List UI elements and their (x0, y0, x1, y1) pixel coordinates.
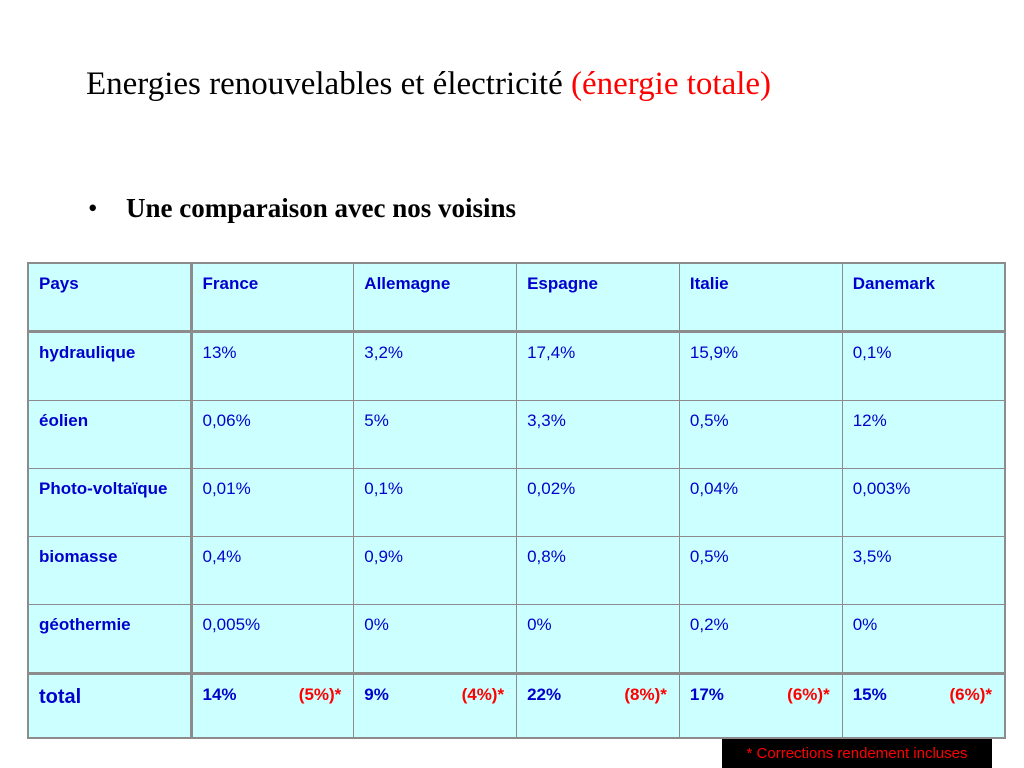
table-cell: 0,003% (841, 468, 1006, 537)
row-label: géothermie (27, 604, 193, 674)
table-cell: 0,2% (678, 604, 843, 674)
table-row: géothermie 0,005% 0% 0% 0,2% 0% (27, 604, 1006, 674)
table-cell: 0% (516, 604, 680, 674)
total-cell: 17% (6%)* (678, 672, 843, 739)
table-cell: 0,04% (678, 468, 843, 537)
row-label: biomasse (27, 536, 193, 605)
table-header-row: Pays France Allemagne Espagne Italie Dan… (27, 262, 1006, 333)
table-cell: 0,4% (190, 536, 355, 605)
table-row: hydraulique 13% 3,2% 17,4% 15,9% 0,1% (27, 331, 1006, 401)
total-value: 17% (689, 685, 724, 704)
table-cell: 15,9% (678, 331, 843, 401)
slide-title-accent: (énergie totale) (571, 66, 772, 102)
row-label: éolien (27, 400, 193, 469)
table-cell: 0,005% (190, 604, 355, 674)
total-cell: 15% (6%)* (841, 672, 1006, 739)
total-row: total 14% (5%)* 9% (4%)* 22% (8%)* 17% (6%)*… (27, 672, 1006, 739)
table-cell: 13% (190, 331, 355, 401)
table-cell: 0,8% (516, 536, 680, 605)
row-label: hydraulique (27, 331, 193, 401)
table-cell: 0,5% (678, 536, 843, 605)
bullet-icon: • (88, 193, 98, 223)
table-cell: 0,06% (190, 400, 355, 469)
header-cell-allemagne: Allemagne (353, 262, 518, 333)
table-cell: 17,4% (516, 331, 680, 401)
header-cell-pays: Pays (27, 262, 193, 333)
total-corrected-value: (4%)* (461, 685, 505, 704)
table-cell: 3,3% (516, 400, 680, 469)
total-corrected-value: (5%)* (298, 685, 342, 704)
header-cell-france: France (190, 262, 355, 333)
table-cell: 0,1% (841, 331, 1006, 401)
table-cell: 0% (353, 604, 518, 674)
total-corrected-value: (8%)* (624, 685, 667, 704)
header-cell-danemark: Danemark (841, 262, 1006, 333)
header-cell-italie: Italie (678, 262, 843, 333)
bullet-item: • Une comparaison avec nos voisins (88, 193, 516, 224)
total-cell: 14% (5%)* (190, 672, 355, 739)
total-value: 14% (202, 685, 237, 704)
table-cell: 12% (841, 400, 1006, 469)
slide-title: Energies renouvelables et électricité (é… (86, 66, 771, 103)
table-row: biomasse 0,4% 0,9% 0,8% 0,5% 3,5% (27, 536, 1006, 605)
table-row: Photo-voltaïque 0,01% 0,1% 0,02% 0,04% 0… (27, 468, 1006, 537)
table-cell: 3,5% (841, 536, 1006, 605)
total-corrected-value: (6%)* (787, 685, 830, 704)
table-cell: 0,02% (516, 468, 680, 537)
table-cell: 3,2% (353, 331, 518, 401)
row-label: Photo-voltaïque (27, 468, 193, 537)
total-cell: 22% (8%)* (516, 672, 680, 739)
total-value: 9% (364, 685, 389, 704)
comparison-table: Pays France Allemagne Espagne Italie Dan… (27, 262, 1006, 739)
table-cell: 5% (353, 400, 518, 469)
total-label: total (27, 672, 193, 739)
total-cell: 9% (4%)* (353, 672, 518, 739)
table-cell: 0,01% (190, 468, 355, 537)
table-row: éolien 0,06% 5% 3,3% 0,5% 12% (27, 400, 1006, 469)
footnote: * Corrections rendement incluses (722, 739, 992, 768)
table-cell: 0,1% (353, 468, 518, 537)
total-value: 15% (852, 685, 887, 704)
total-value: 22% (527, 685, 562, 704)
total-corrected-value: (6%)* (949, 685, 992, 704)
table-cell: 0% (841, 604, 1006, 674)
table-cell: 0,5% (678, 400, 843, 469)
header-cell-espagne: Espagne (516, 262, 680, 333)
bullet-text: Une comparaison avec nos voisins (126, 193, 517, 223)
slide-title-main: Energies renouvelables et électricité (86, 66, 563, 102)
table-cell: 0,9% (353, 536, 518, 605)
